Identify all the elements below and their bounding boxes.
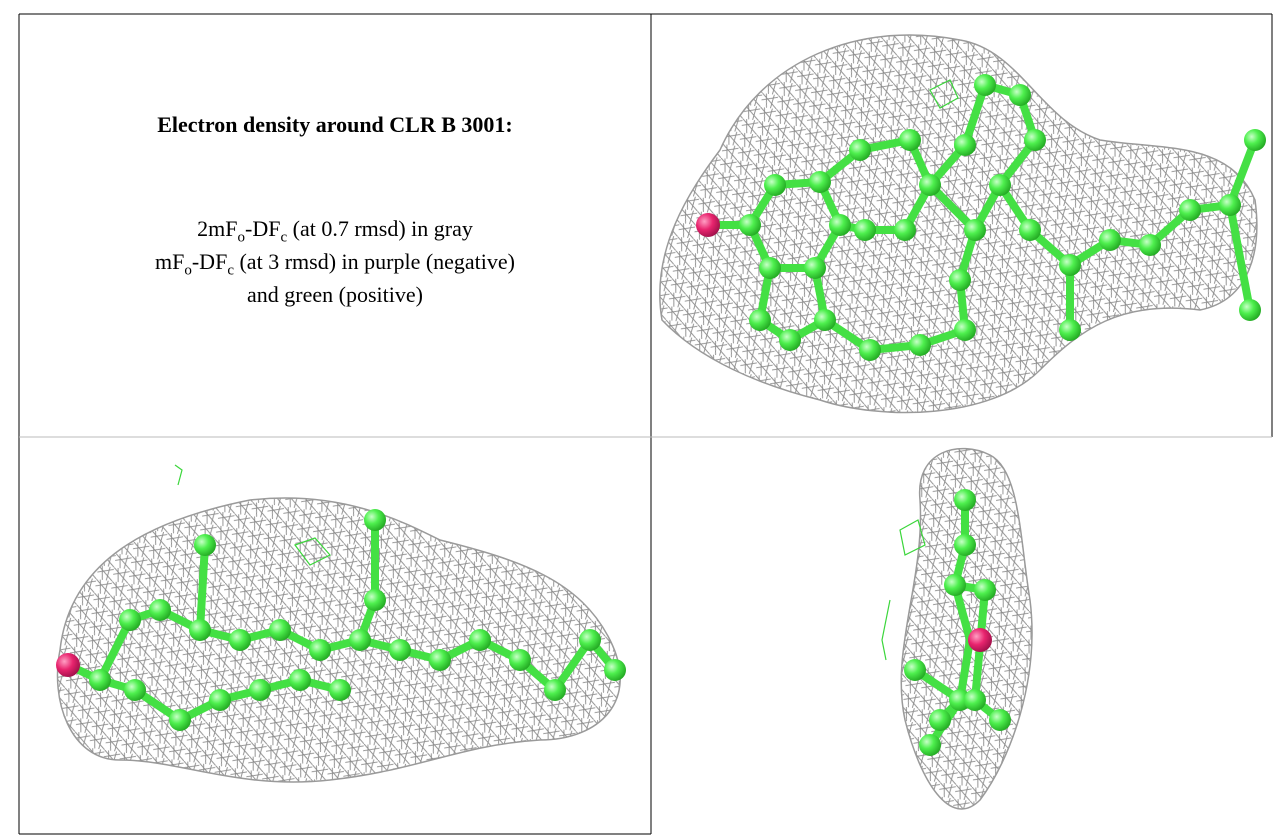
- caption-line: mFo-DFc (at 3 rmsd) in purple (negative): [19, 245, 651, 278]
- page: Electron density around CLR B 3001: 2mFo…: [0, 0, 1276, 838]
- subscript: o: [184, 262, 192, 278]
- text: -DF: [192, 249, 227, 274]
- caption-text: 2mFo-DFc (at 0.7 rmsd) in gray mFo-DFc (…: [19, 212, 651, 311]
- density-view-top: [660, 35, 1266, 413]
- text: and green (positive): [247, 282, 423, 307]
- text: -DF: [245, 216, 280, 241]
- subscript: o: [238, 229, 246, 245]
- text: 2mF: [197, 216, 237, 241]
- caption-title: Electron density around CLR B 3001:: [19, 112, 651, 138]
- density-view-side: [56, 465, 626, 782]
- subscript: c: [227, 262, 234, 278]
- caption-line: and green (positive): [19, 278, 651, 311]
- density-view-end: [882, 449, 1032, 809]
- text: mF: [155, 249, 184, 274]
- caption-line: 2mFo-DFc (at 0.7 rmsd) in gray: [19, 212, 651, 245]
- text: (at 0.7 rmsd) in gray: [287, 216, 473, 241]
- text: (at 3 rmsd) in purple (negative): [234, 249, 515, 274]
